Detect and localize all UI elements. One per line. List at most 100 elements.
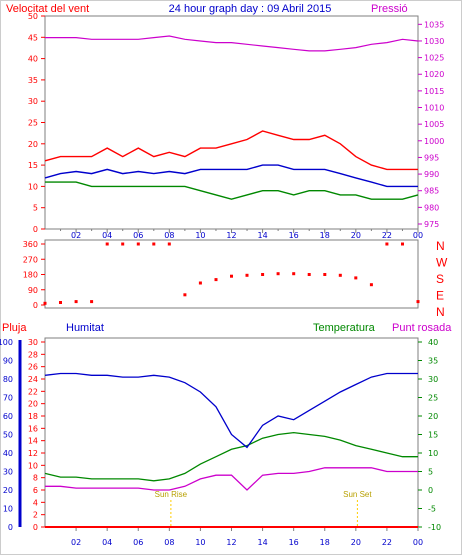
direction-tick-label: 0 <box>33 301 38 310</box>
wind-speed-tick-label: 20 <box>28 140 38 149</box>
direction-point <box>416 300 420 304</box>
chart-title: 24 hour graph day : 09 Abril 2015 <box>169 3 332 15</box>
pressure-tick-label: 1035 <box>424 20 444 29</box>
temperature-line <box>44 431 418 482</box>
pressure-tick-label: 975 <box>424 220 439 229</box>
humidity-tick-label: 20 <box>3 486 13 495</box>
time-tick-label: 22 <box>382 538 392 547</box>
compass-letter: E <box>436 289 444 303</box>
temp-humidity-panel: Pluja Humitat Temperatura Punt rosada 0 1… <box>0 322 452 547</box>
rain-tick-label: 14 <box>28 437 38 446</box>
time-tick-label: 06 <box>133 538 143 547</box>
sun-marker-label: Sun Set <box>343 490 372 499</box>
gust-line <box>44 130 418 171</box>
humidity-tick-label: 30 <box>3 468 13 477</box>
humidity-tick-label: 60 <box>3 412 13 421</box>
time-tick-label: 16 <box>289 538 299 547</box>
time-tick-label: 20 <box>351 231 361 240</box>
rain-tick-label: 4 <box>33 498 38 507</box>
pressure-axis: 975 980 985 990 995 1000 1005 1010 1015 1020 1025 1… <box>418 20 444 229</box>
direction-point <box>105 242 109 246</box>
time-tick-label: 02 <box>71 538 81 547</box>
rain-tick-label: 12 <box>28 449 38 458</box>
pressure-tick-label: 1000 <box>424 137 444 146</box>
direction-point <box>90 300 94 304</box>
pressure-tick-label: 1030 <box>424 37 444 46</box>
time-tick-label: 00 <box>413 538 423 547</box>
temperature-tick-label: 20 <box>428 412 438 421</box>
direction-point <box>276 272 280 276</box>
humidity-tick-label: 90 <box>3 357 13 366</box>
wind-speed-tick-label: 10 <box>28 182 38 191</box>
sun-marker-label: Sun Rise <box>155 490 188 499</box>
rain-tick-label: 8 <box>33 474 38 483</box>
humidity-tick-label: 80 <box>3 375 13 384</box>
direction-point <box>230 274 233 278</box>
rain-tick-label: 10 <box>28 461 38 470</box>
sun-annotations: Sun Rise Sun Set <box>155 490 372 527</box>
pressure-line <box>45 35 419 52</box>
time-tick-label: 00 <box>413 231 423 240</box>
time-tick-label: 14 <box>257 538 267 547</box>
direction-axis: 360 270 180 90 0 <box>23 240 45 310</box>
temperature-tick-label: 25 <box>428 394 438 403</box>
humidity-tick-label: 70 <box>3 394 13 403</box>
time-tick-label: 02 <box>71 231 81 240</box>
temperature-tick-label: -10 <box>428 523 441 532</box>
humidity-tick-label: 100 <box>0 338 13 347</box>
direction-point <box>245 273 249 277</box>
temperature-tick-label: 5 <box>428 468 433 477</box>
wind-pressure-panel: Velocitat del vent 24 hour graph day : 0… <box>6 3 444 240</box>
direction-tick-label: 90 <box>28 286 38 295</box>
time-tick-label: 10 <box>195 538 205 547</box>
time-tick-label: 12 <box>226 231 236 240</box>
wind-speed-tick-label: 25 <box>28 119 38 128</box>
wind-speed-axis: 0 5 10 15 20 25 30 35 40 45 50 <box>28 12 45 234</box>
direction-point <box>354 276 358 280</box>
temperature-tick-label: 35 <box>428 357 438 366</box>
temperature-tick-label: 30 <box>428 375 438 384</box>
direction-point <box>385 242 389 246</box>
rain-tick-label: 2 <box>33 511 38 520</box>
wind-speed-tick-label: 0 <box>33 225 38 234</box>
time-tick-label: 16 <box>289 231 299 240</box>
pressure-tick-label: 1010 <box>424 104 444 113</box>
compass-letter: N <box>436 239 445 253</box>
wind-speed-tick-label: 35 <box>28 76 38 85</box>
humidity-line <box>44 372 418 449</box>
direction-points <box>43 242 420 305</box>
temperature-tick-label: 0 <box>428 486 433 495</box>
speed-line <box>45 181 419 200</box>
time-tick-label: 08 <box>164 231 174 240</box>
pressure-tick-label: 995 <box>424 153 439 162</box>
rain-tick-label: 20 <box>28 400 38 409</box>
direction-point <box>401 242 404 246</box>
time-tick-label: 20 <box>351 538 361 547</box>
time-tick-label: 06 <box>133 231 143 240</box>
pressure-label: Pressió <box>371 3 408 15</box>
dewpoint-label: Punt rosada <box>392 322 452 334</box>
time-tick-label: 04 <box>102 538 112 547</box>
direction-point <box>323 273 327 276</box>
wind-speed-tick-label: 40 <box>28 55 38 64</box>
humidity-tick-label: 10 <box>3 505 13 514</box>
wind-speed-tick-label: 45 <box>28 33 38 42</box>
compass-letter: W <box>436 256 448 270</box>
time-tick-label: 12 <box>226 538 236 547</box>
direction-tick-label: 270 <box>23 255 38 264</box>
pressure-tick-label: 1005 <box>424 120 444 129</box>
time-tick-label: 10 <box>195 231 205 240</box>
humidity-axis: 0 10 20 30 40 50 60 70 80 90 100 <box>0 338 13 532</box>
wind-speed-tick-label: 5 <box>33 204 38 213</box>
wind-speed-tick-label: 50 <box>28 12 38 21</box>
time-tick-label: 22 <box>382 231 392 240</box>
humidity-label: Humitat <box>66 322 104 334</box>
direction-tick-label: 180 <box>23 271 38 280</box>
direction-point <box>136 242 140 246</box>
direction-point <box>261 273 265 276</box>
rain-tick-label: 24 <box>28 375 38 384</box>
rain-tick-label: 26 <box>28 363 38 372</box>
direction-point <box>59 301 62 304</box>
